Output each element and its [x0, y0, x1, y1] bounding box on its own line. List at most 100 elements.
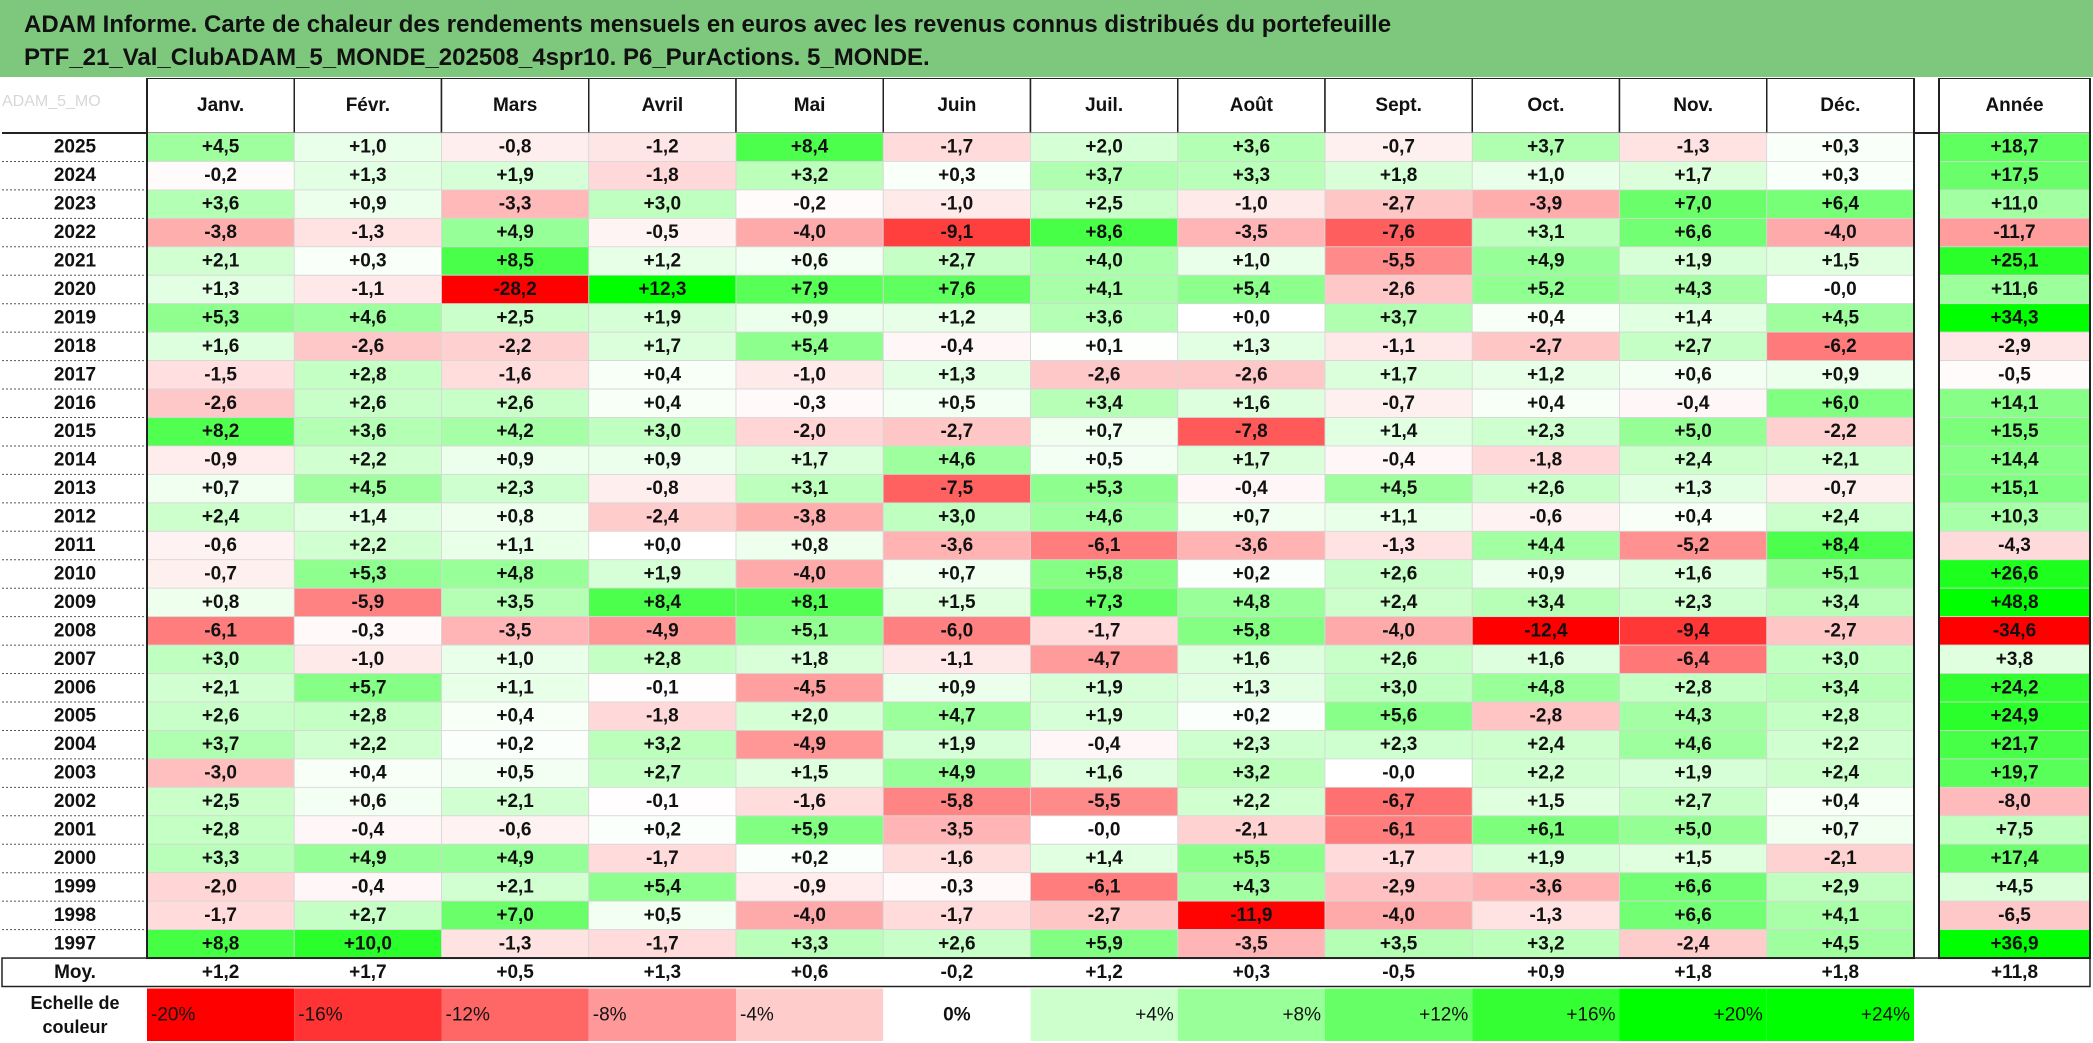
cell-value: +1,6 — [1233, 649, 1271, 670]
cell-value: +2,5 — [202, 791, 240, 812]
annual-value: +14,1 — [1990, 393, 2039, 414]
annual-value: +19,7 — [1990, 763, 2038, 784]
cell-value: -6,1 — [1382, 820, 1415, 841]
heatmap-cell — [441, 644, 590, 674]
cell-value: +3,6 — [349, 421, 387, 442]
row-label-2022: 2022 — [54, 222, 96, 243]
average-value: +0,5 — [496, 962, 534, 983]
cell-value: -0,3 — [352, 620, 385, 641]
cell-value: +1,9 — [938, 734, 976, 755]
cell-value: -3,6 — [1235, 535, 1268, 556]
heatmap-cell — [293, 417, 442, 447]
heatmap-cell — [1177, 758, 1326, 788]
heatmap-cell — [146, 559, 295, 589]
heatmap-cell — [1619, 872, 1768, 902]
cell-value: +1,5 — [1674, 848, 1712, 869]
heatmap-cell — [146, 132, 295, 162]
annual-value: +17,5 — [1990, 165, 2039, 186]
cell-value: +2,6 — [1380, 649, 1418, 670]
annual-cell — [1938, 587, 2091, 618]
cell-value: +0,9 — [496, 450, 534, 471]
cell-value: +3,0 — [1380, 677, 1418, 698]
cell-value: -2,6 — [204, 393, 237, 414]
heatmap-cell — [293, 701, 442, 731]
annual-value: +18,7 — [1990, 137, 2038, 158]
heatmap-cell — [735, 701, 884, 731]
cell-value: -0,2 — [204, 165, 237, 186]
annual-value: +15,5 — [1990, 421, 2039, 442]
heatmap-cell — [882, 758, 1031, 788]
cell-value: -0,6 — [1530, 507, 1563, 528]
cell-value: +4,9 — [1527, 251, 1565, 272]
average-value: -0,2 — [941, 962, 974, 983]
heatmap-cell — [735, 417, 884, 447]
heatmap-cell — [735, 730, 884, 760]
row-label-2024: 2024 — [54, 165, 97, 186]
cell-value: +2,8 — [349, 364, 387, 385]
heatmap-cell — [735, 644, 884, 674]
heatmap-cell — [146, 530, 295, 561]
cell-value: +1,5 — [1822, 251, 1860, 272]
annual-value: +24,9 — [1990, 706, 2038, 727]
cell-value: +0,2 — [1233, 563, 1271, 584]
cell-value: +1,9 — [1674, 763, 1712, 784]
cell-value: +1,5 — [938, 592, 976, 613]
heatmap-cell — [735, 929, 884, 959]
cell-value: +2,7 — [938, 251, 976, 272]
cell-value: +1,0 — [496, 649, 534, 670]
cell-value: -3,5 — [499, 620, 532, 641]
row-label-2000: 2000 — [54, 848, 96, 869]
scale-swatch — [736, 988, 884, 1041]
heatmap-cell — [441, 843, 590, 874]
cell-value: +5,6 — [1380, 706, 1418, 727]
column-header-janv: Janv. — [197, 95, 244, 116]
average-annual-value: +11,8 — [1991, 962, 2038, 983]
heatmap-cell — [1766, 388, 1915, 418]
heatmap-cell — [1619, 161, 1768, 191]
cell-value: +0,6 — [349, 791, 387, 812]
row-label-2018: 2018 — [54, 336, 96, 357]
column-header-cell — [1471, 78, 1621, 134]
cell-value: -3,8 — [204, 222, 237, 243]
row-label-1997: 1997 — [54, 933, 96, 954]
heatmap-cell — [1619, 246, 1768, 276]
cell-value: +2,1 — [202, 251, 240, 272]
cell-value: -4,0 — [793, 222, 826, 243]
cell-value: +1,8 — [791, 649, 829, 670]
cell-value: -1,8 — [1530, 450, 1563, 471]
cell-value: -28,2 — [493, 279, 536, 300]
heatmap-cell — [735, 274, 884, 305]
row-label-2023: 2023 — [54, 194, 96, 215]
heatmap-cell — [146, 587, 295, 618]
cell-value: +4,3 — [1674, 279, 1712, 300]
cell-value: +3,4 — [1822, 592, 1860, 613]
cell-value: +1,5 — [791, 763, 829, 784]
heatmap-cell — [1619, 815, 1768, 845]
cell-value: -2,2 — [1824, 421, 1857, 442]
cell-value: +2,1 — [202, 677, 240, 698]
cell-value: -0,4 — [1235, 478, 1268, 499]
average-value: +0,9 — [1527, 962, 1565, 983]
average-value: +1,8 — [1822, 962, 1860, 983]
cell-value: +0,2 — [791, 848, 829, 869]
cell-value: +1,4 — [349, 507, 387, 528]
cell-value: +4,9 — [349, 848, 387, 869]
heatmap-cell — [1324, 417, 1473, 447]
cell-value: +1,7 — [1233, 450, 1271, 471]
cell-value: +2,5 — [496, 307, 534, 328]
cell-value: +8,5 — [496, 251, 534, 272]
cell-value: +12,3 — [638, 279, 686, 300]
cell-value: -3,6 — [1530, 876, 1563, 897]
cell-value: -4,0 — [1382, 620, 1415, 641]
cell-value: -5,5 — [1088, 791, 1121, 812]
heatmap-cell — [588, 246, 737, 276]
heatmap-cell — [735, 303, 884, 333]
heatmap-cell — [146, 758, 295, 788]
heatmap-cell — [146, 872, 295, 902]
heatmap-cell — [588, 445, 737, 475]
cell-value: -0,1 — [646, 677, 679, 698]
heatmap-cell — [882, 559, 1031, 589]
cell-value: +0,4 — [1527, 307, 1565, 328]
cell-value: -0,4 — [352, 820, 385, 841]
heatmap-cell — [1766, 786, 1915, 817]
